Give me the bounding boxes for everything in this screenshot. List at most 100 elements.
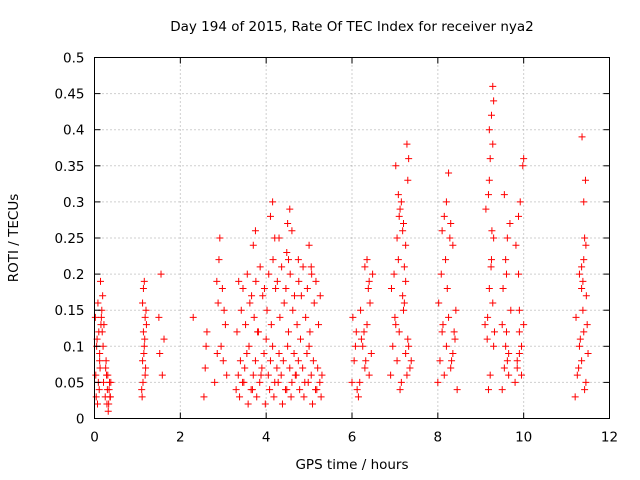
data-point [244, 400, 252, 408]
data-point [284, 328, 292, 336]
data-point [400, 299, 408, 307]
y-axis-label: ROTI / TECUs [6, 194, 22, 282]
data-point [213, 350, 221, 358]
data-point [280, 299, 288, 307]
x-tick-label: 2 [176, 430, 185, 446]
data-point [440, 212, 448, 220]
data-point [308, 270, 316, 278]
data-point [484, 386, 492, 394]
data-point [500, 191, 508, 199]
y-tick-label: 0.1 [63, 339, 84, 355]
data-point [445, 169, 453, 177]
data-point [487, 263, 495, 271]
data-point [305, 241, 313, 249]
data-point [582, 241, 590, 249]
data-point [95, 386, 103, 394]
data-point [155, 313, 163, 321]
data-point [348, 378, 356, 386]
data-point [245, 342, 253, 350]
data-point [265, 270, 273, 278]
data-point [515, 212, 523, 220]
data-point [243, 350, 251, 358]
data-point [220, 306, 228, 314]
data-point [578, 263, 586, 271]
data-point [266, 212, 274, 220]
data-point [500, 364, 508, 372]
data-point [502, 256, 510, 264]
data-point [106, 393, 114, 401]
data-point [515, 306, 523, 314]
data-points [91, 82, 592, 415]
data-point [580, 198, 588, 206]
data-point [243, 270, 251, 278]
data-point [405, 342, 413, 350]
data-point [387, 285, 395, 293]
axis-ticks: 0 2 4 6 8 10 12 0 0.05 0.1 0.15 0.2 0.25 0.3 0.35 0.4 0.… [54, 51, 618, 446]
data-point [438, 227, 446, 235]
data-point [357, 335, 365, 343]
data-point [286, 205, 294, 213]
data-point [237, 306, 245, 314]
data-point [503, 270, 510, 278]
data-point [402, 350, 410, 358]
data-point [139, 285, 147, 293]
data-point [575, 270, 583, 278]
data-point [314, 364, 322, 372]
data-point [362, 357, 370, 365]
data-point [498, 321, 506, 329]
data-point [389, 342, 397, 350]
data-point [276, 313, 284, 321]
data-point [202, 342, 210, 350]
data-point [490, 342, 498, 350]
data-point [213, 277, 221, 285]
data-point [440, 371, 448, 379]
data-point [274, 378, 282, 386]
y-tick-label: 0 [76, 412, 85, 428]
data-point [399, 292, 407, 300]
data-point [288, 227, 296, 235]
data-point [446, 234, 454, 242]
data-point [250, 313, 258, 321]
data-point [580, 256, 588, 264]
x-tick-label: 10 [515, 430, 532, 446]
data-point [516, 198, 524, 206]
data-point [451, 335, 459, 343]
data-point [249, 371, 257, 379]
data-point [297, 335, 304, 343]
data-point [94, 400, 102, 408]
data-point [92, 393, 100, 401]
data-point [302, 313, 310, 321]
data-point [103, 400, 111, 408]
y-tick-label: 0.4 [63, 123, 84, 139]
x-tick-label: 6 [348, 430, 357, 446]
data-point [317, 393, 325, 401]
data-point [350, 357, 358, 365]
data-point [269, 342, 277, 350]
data-point [239, 285, 247, 293]
data-point [519, 162, 527, 170]
data-point [203, 328, 211, 336]
data-point [139, 378, 147, 386]
data-point [406, 364, 414, 372]
data-point [259, 292, 267, 300]
data-point [291, 371, 299, 379]
data-point [248, 386, 256, 394]
data-point [488, 227, 496, 235]
data-point [485, 285, 493, 293]
data-point [256, 263, 264, 271]
data-point [450, 328, 458, 336]
data-point [140, 277, 148, 285]
data-point [278, 400, 286, 408]
data-point [581, 386, 589, 394]
data-point [393, 357, 401, 365]
data-point [141, 313, 149, 321]
data-point [506, 220, 514, 228]
data-point [359, 342, 367, 350]
data-point [578, 133, 586, 141]
data-point [99, 292, 107, 300]
data-point [236, 393, 244, 401]
data-point [578, 357, 586, 365]
data-point [351, 342, 359, 350]
chart-title: Day 194 of 2015, Rate Of TEC Index for r… [170, 19, 534, 35]
